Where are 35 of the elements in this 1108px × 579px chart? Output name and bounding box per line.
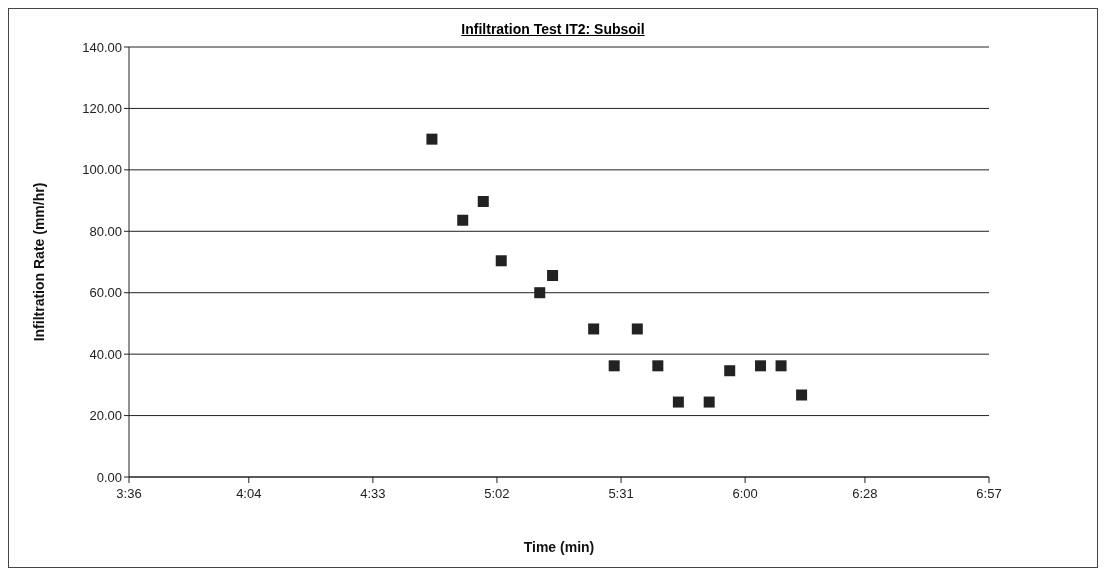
point [652,360,664,372]
point [775,360,787,372]
point [703,396,715,408]
y-tick-label: 40.00 [89,346,122,362]
point [547,270,559,282]
x-tick-label: 6:28 [852,486,878,502]
y-tick-label: 20.00 [89,408,122,424]
y-tick-label: 60.00 [89,285,122,301]
point [426,133,438,145]
point [755,360,767,372]
x-tick-label: 3:36 [116,486,142,502]
point [608,360,620,372]
x-tick-label: 6:00 [732,486,758,502]
x-tick-label: 5:02 [484,486,510,502]
x-tick-label: 5:31 [608,486,634,502]
y-tick-label: 0.00 [96,469,122,485]
point [477,195,489,207]
y-axis-title: Infiltration Rate (mm/hr) [30,182,47,342]
point [631,323,643,335]
chart-title: Infiltration Test IT2: Subsoil [460,21,646,37]
x-axis-title: Time (min) [523,539,595,555]
point [495,255,507,267]
y-tick-label: 120.00 [82,101,122,117]
y-tick-label: 80.00 [89,223,122,239]
point [672,396,684,408]
point [534,287,546,299]
x-tick-label: 4:04 [236,486,262,502]
y-tick-label: 140.00 [82,39,122,55]
x-tick-label: 6:57 [976,486,1002,502]
y-tick-label: 100.00 [82,162,122,178]
point [588,323,600,335]
point [457,214,469,226]
point [724,365,736,377]
point [796,389,808,401]
x-tick-label: 4:33 [360,486,386,502]
